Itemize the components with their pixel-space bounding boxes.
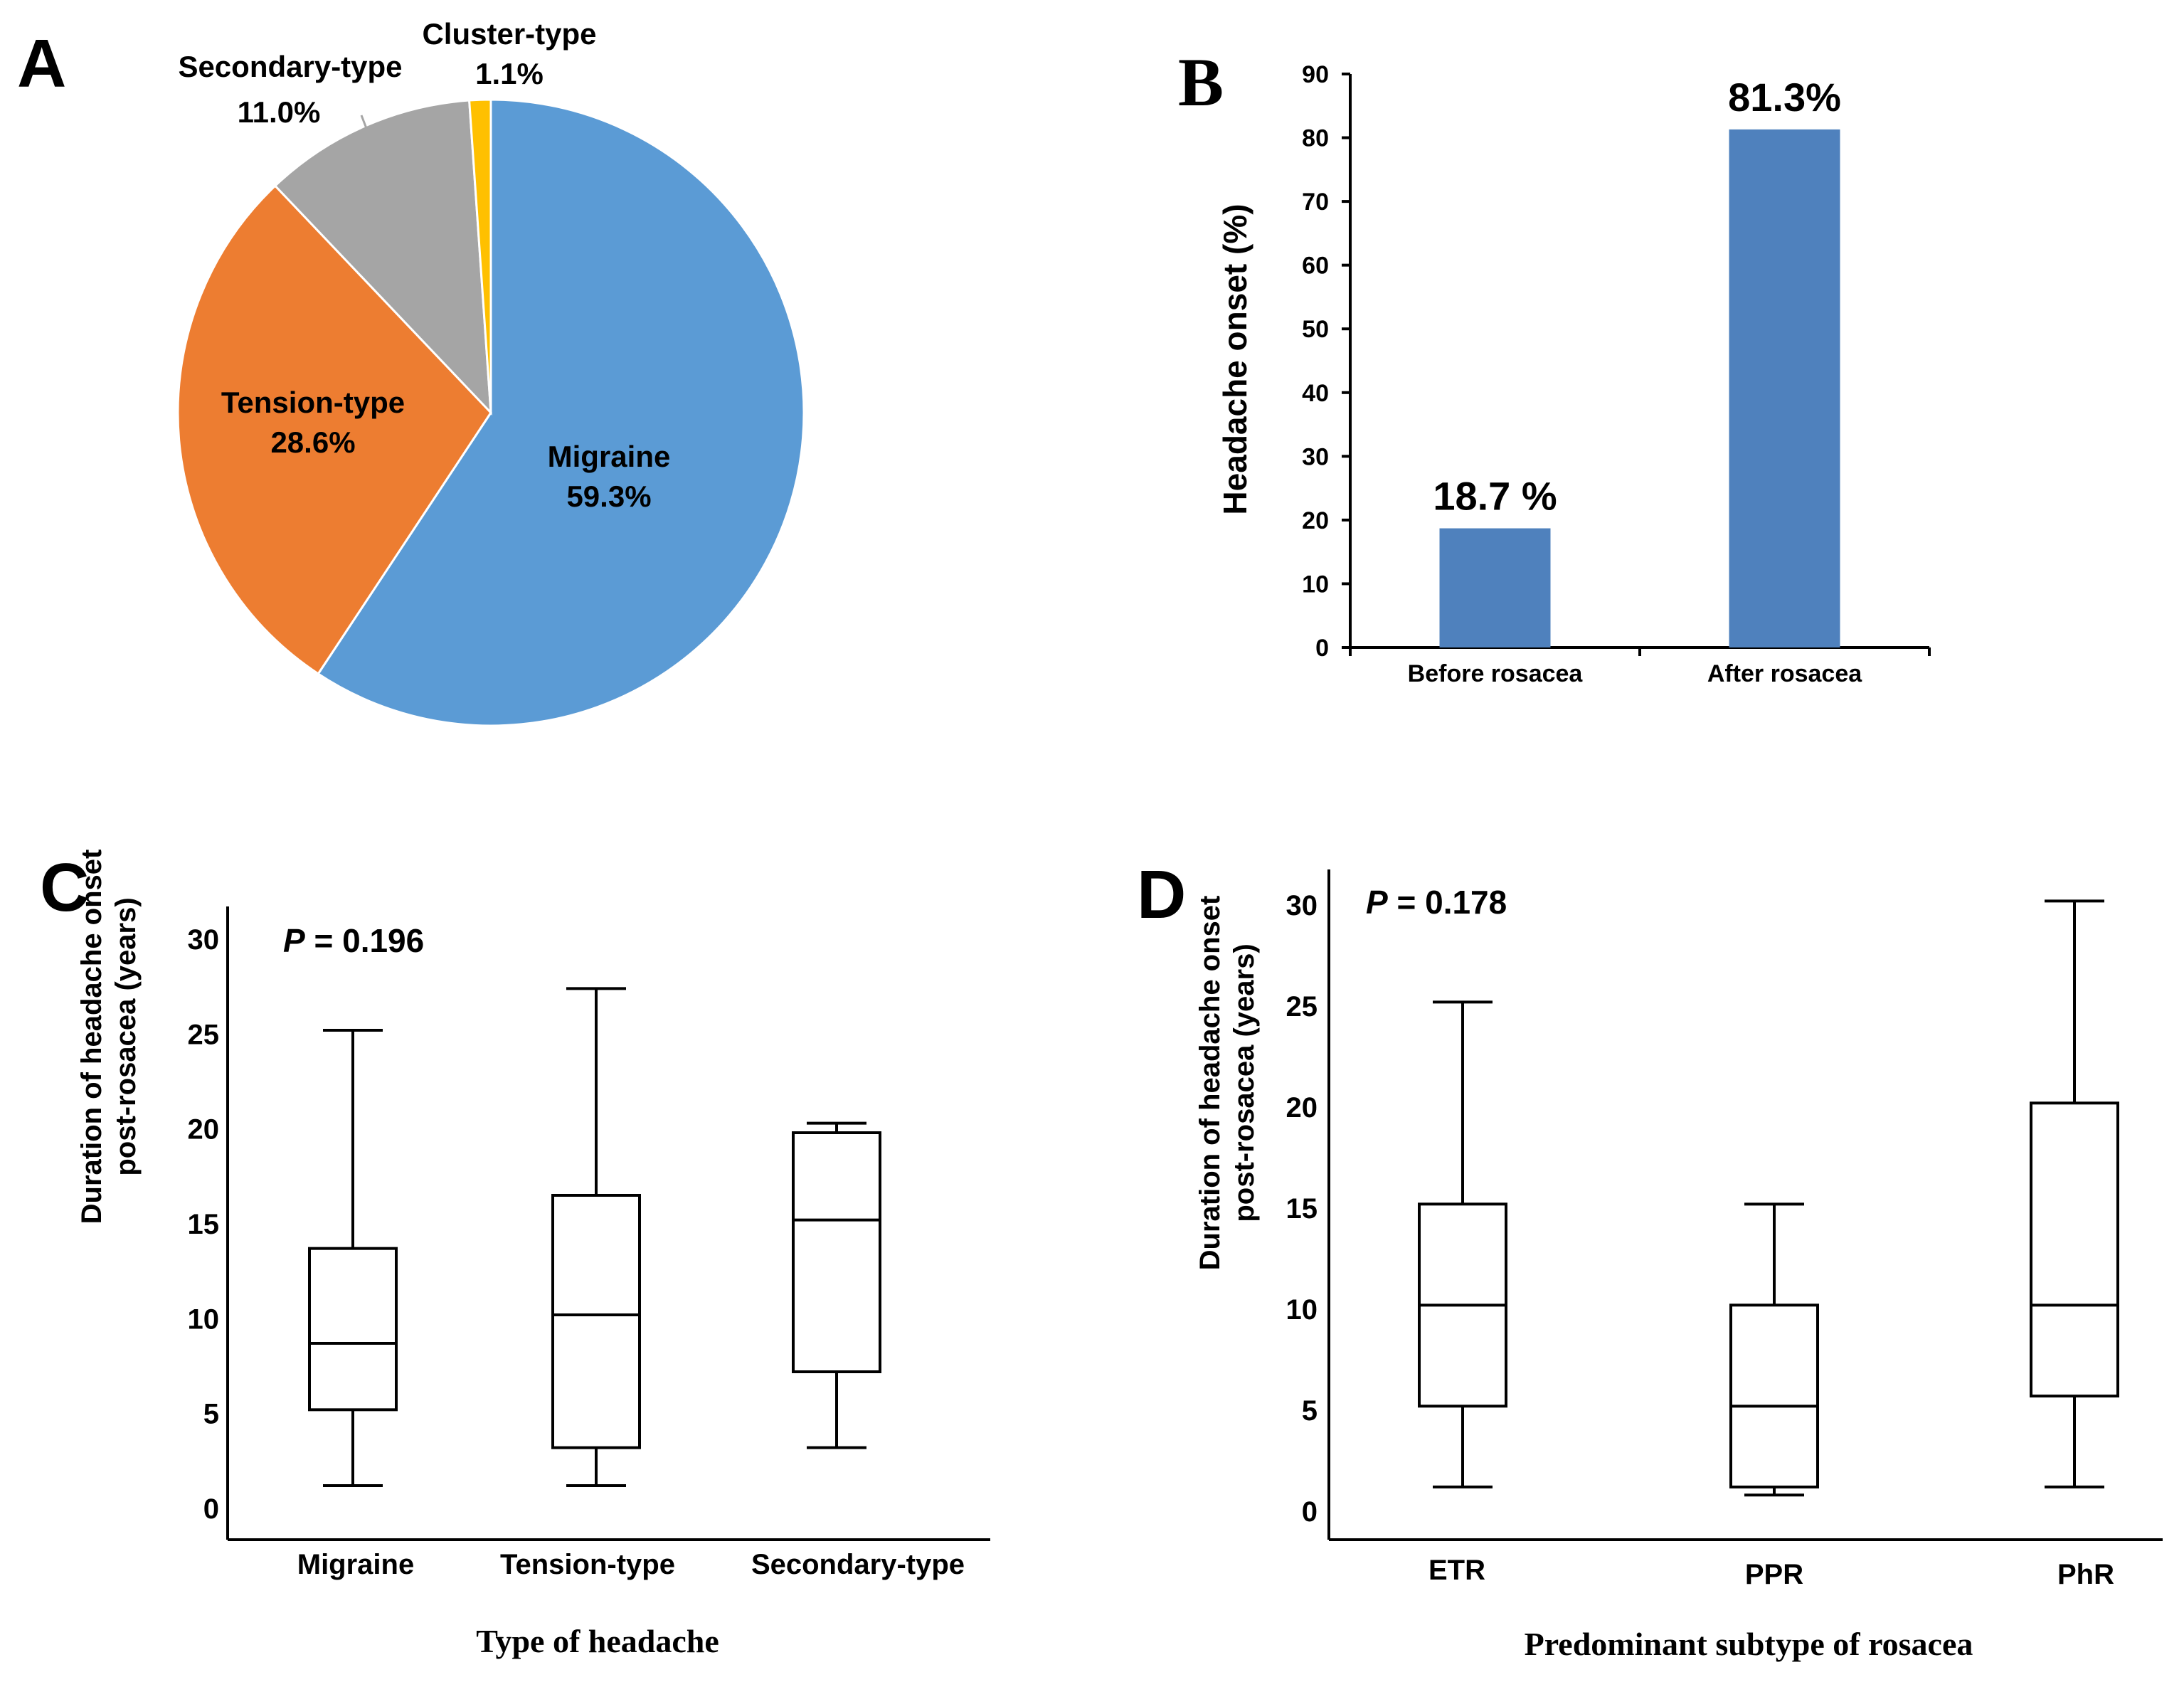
pie-slice-tension (176, 184, 492, 676)
box-chart-c-x-axis-label: Type of headache (476, 1623, 719, 1659)
box-chart-d-y-label-line2: post-rosacea (years) (1229, 943, 1260, 1222)
panel-c-p-italic: P (283, 922, 305, 959)
d-y-tick-label: 15 (1286, 1193, 1318, 1225)
pie-slice-cluster (468, 98, 492, 413)
panel-d: D 0 5 10 15 20 25 30 P = 0.178 Duration of hea… (1137, 857, 2163, 1662)
bar-before-rosacea (1439, 528, 1551, 647)
box-d-x-tick-label-ppr: PPR (1745, 1559, 1803, 1590)
c-y-tick-label: 25 (188, 1019, 220, 1050)
bar-y-tick-label: 70 (1302, 189, 1329, 216)
panel-a: A Migraine 59.3% Tension-type 28.6% Seco… (17, 17, 805, 727)
box-d-x-tick-label-etr: ETR (1428, 1555, 1485, 1586)
d-y-tick-label: 10 (1286, 1294, 1318, 1326)
box-c-x-tick-label-migraine: Migraine (297, 1549, 414, 1580)
bar-y-tick-label: 20 (1302, 507, 1329, 534)
panel-a-letter: A (17, 26, 66, 102)
c-y-tick-label: 5 (203, 1399, 219, 1430)
panel-b-letter: B (1178, 44, 1224, 120)
d-y-tick-label: 5 (1302, 1395, 1318, 1427)
panel-c-letter: C (40, 850, 89, 926)
c-y-tick-label: 0 (203, 1493, 219, 1525)
d-y-tick-label: 0 (1302, 1496, 1318, 1528)
pie-label-secondary-name: Secondary-type (178, 50, 402, 83)
bar-y-tick-label: 80 (1302, 125, 1329, 152)
bar-chart-y-ticks: 0 10 20 30 40 50 60 70 80 90 (1302, 61, 1350, 662)
box-iqr (551, 1194, 641, 1449)
d-y-tick-label: 25 (1286, 991, 1318, 1022)
box-chart-d-y-ticks: 0 5 10 15 20 25 30 (1286, 890, 1318, 1528)
c-y-tick-label: 10 (188, 1303, 220, 1335)
pie-label-migraine-name: Migraine (548, 440, 671, 473)
panel-b: B 0 10 20 30 40 50 60 70 80 90 Headache onset (%)… (1178, 44, 1931, 687)
panel-d-letter: D (1137, 857, 1186, 933)
bar-after-rosacea (1729, 129, 1840, 647)
box-chart-d-boxes (1418, 899, 2119, 1497)
pie-label-secondary-pct: 11.0% (238, 95, 321, 129)
box-chart-d-y-label-line1: Duration of headache onset (1194, 896, 1226, 1271)
box-chart-c-axes (226, 906, 990, 1541)
pie-leader-line-secondary (360, 115, 370, 134)
bar-y-tick-label: 0 (1315, 635, 1329, 662)
box-c-x-tick-label-secondary: Secondary-type (751, 1549, 965, 1580)
panel-d-p-value: P = 0.178 (1366, 884, 1507, 921)
bar-y-tick-label: 40 (1302, 380, 1329, 407)
c-box-1 (551, 987, 641, 1487)
c-box-0 (308, 1029, 398, 1487)
d-box-1 (1729, 1202, 1819, 1497)
bar-chart-y-axis-label: Headache onset (%) (1216, 203, 1253, 514)
pie-label-tension-pct: 28.6% (270, 425, 355, 459)
bar-y-tick-label: 10 (1302, 571, 1329, 598)
pie-label-cluster-name: Cluster-type (422, 17, 596, 51)
box-chart-c-y-ticks: 0 5 10 15 20 25 30 (188, 924, 220, 1525)
bar-value-label-before: 18.7 % (1433, 474, 1557, 519)
box-c-x-tick-label-tension: Tension-type (500, 1549, 675, 1580)
panel-c-p-number: = 0.196 (305, 922, 425, 959)
box-d-x-tick-label-phr: PhR (2057, 1559, 2114, 1590)
c-y-tick-label: 20 (188, 1114, 220, 1146)
bar-chart-bars (1439, 129, 1840, 647)
pie-label-cluster-pct: 1.1% (475, 57, 544, 90)
c-y-tick-label: 30 (188, 924, 220, 956)
c-box-2 (792, 1121, 881, 1449)
bar-x-tick-label-before: Before rosacea (1408, 660, 1584, 687)
box-chart-c-y-label-line2: post-rosacea (years) (110, 897, 142, 1175)
panel-d-p-italic: P (1366, 884, 1388, 921)
d-y-tick-label: 30 (1286, 890, 1318, 921)
bar-chart-axes (1349, 74, 1931, 656)
bar-y-tick-label: 50 (1302, 316, 1329, 343)
pie-label-migraine-pct: 59.3% (566, 480, 651, 513)
box-chart-d-x-axis-label: Predominant subtype of rosacea (1525, 1626, 1973, 1662)
panel-c: C 0 5 10 15 20 25 30 P = 0.196 Duration of hea… (40, 850, 990, 1659)
pie-label-tension-name: Tension-type (221, 386, 405, 419)
box-iqr (1729, 1303, 1819, 1488)
bar-value-label-after: 81.3% (1728, 75, 1841, 120)
pie-slice-migraine (317, 98, 805, 727)
bar-y-tick-label: 60 (1302, 253, 1329, 280)
d-box-0 (1418, 1000, 1507, 1488)
d-y-tick-label: 20 (1286, 1092, 1318, 1123)
box-chart-c-y-label-line1: Duration of headache onset (76, 850, 107, 1225)
c-y-tick-label: 15 (188, 1209, 220, 1240)
pie-slices (176, 98, 805, 727)
bar-y-tick-label: 30 (1302, 443, 1329, 470)
bar-x-tick-label-after: After rosacea (1707, 660, 1862, 687)
box-iqr (792, 1131, 881, 1373)
box-iqr (308, 1247, 398, 1412)
panel-c-p-value: P = 0.196 (283, 922, 424, 959)
d-box-2 (2030, 899, 2119, 1488)
bar-y-tick-label: 90 (1302, 61, 1329, 88)
box-iqr (2030, 1101, 2119, 1398)
panel-d-p-number: = 0.178 (1388, 884, 1507, 921)
box-chart-d-axes (1327, 869, 2163, 1541)
box-chart-c-boxes (308, 987, 881, 1487)
